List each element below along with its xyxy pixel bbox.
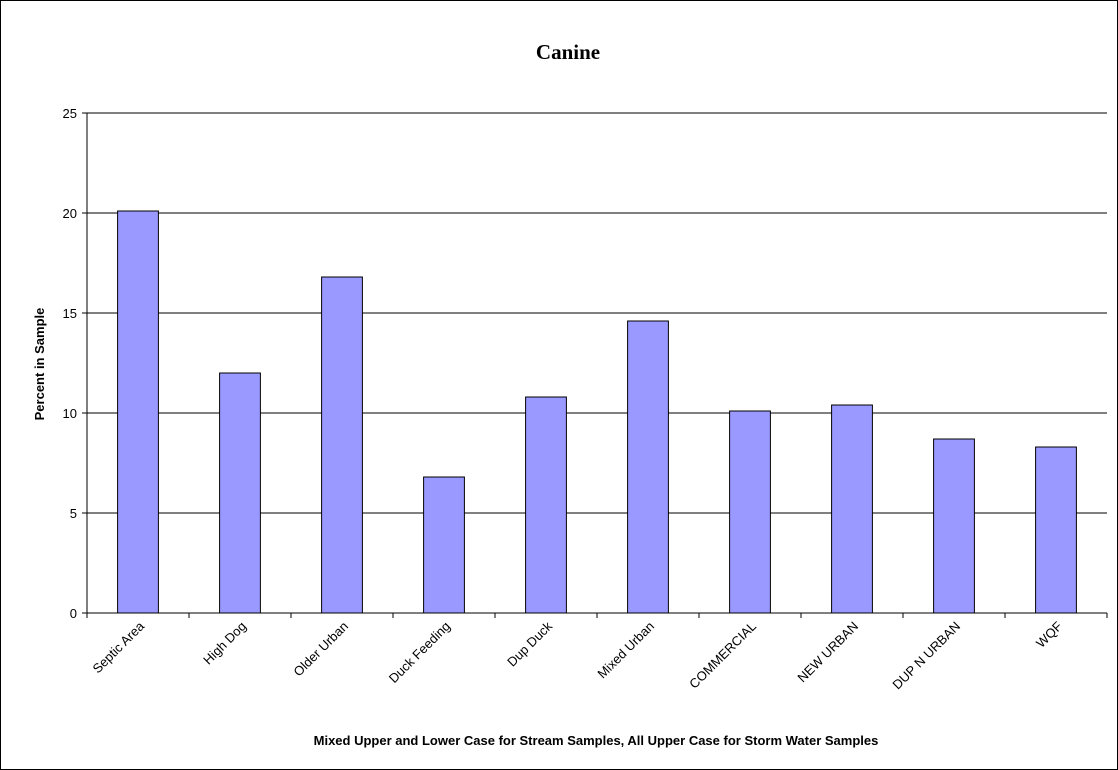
x-tick-label: COMMERCIAL <box>686 619 759 692</box>
bar <box>117 210 159 614</box>
bar <box>933 438 975 614</box>
y-tick-label: 5 <box>70 506 77 521</box>
x-tick-label: Duck Feeding <box>386 619 453 686</box>
x-tick-label: WQF <box>1033 618 1065 650</box>
y-axis-label: Percent in Sample <box>32 308 47 421</box>
y-tick-label: 20 <box>63 206 77 221</box>
bar <box>831 404 873 614</box>
axes <box>82 112 1108 618</box>
bar <box>423 476 465 614</box>
x-tick-label: DUP N URBAN <box>889 619 963 693</box>
bar <box>627 320 669 614</box>
x-tick-label: High Dog <box>200 619 249 668</box>
x-tick-label: NEW URBAN <box>794 619 861 686</box>
x-tick-label: Dup Duck <box>504 618 555 669</box>
bar <box>1035 446 1077 614</box>
x-tick-label: Older Urban <box>290 619 351 680</box>
x-tick-label: Septic Area <box>89 618 147 676</box>
y-tick-label: 10 <box>63 406 77 421</box>
bars <box>117 210 1077 614</box>
bar <box>321 276 363 614</box>
bar <box>219 372 261 614</box>
bar <box>525 396 567 614</box>
x-axis-label: Mixed Upper and Lower Case for Stream Sa… <box>314 733 879 748</box>
chart-title: Canine <box>536 40 600 64</box>
x-tick-label: Mixed Urban <box>594 619 657 682</box>
bar <box>729 410 771 614</box>
y-tick-label: 15 <box>63 306 77 321</box>
y-tick-label: 25 <box>63 106 77 121</box>
y-tick-label: 0 <box>70 606 77 621</box>
